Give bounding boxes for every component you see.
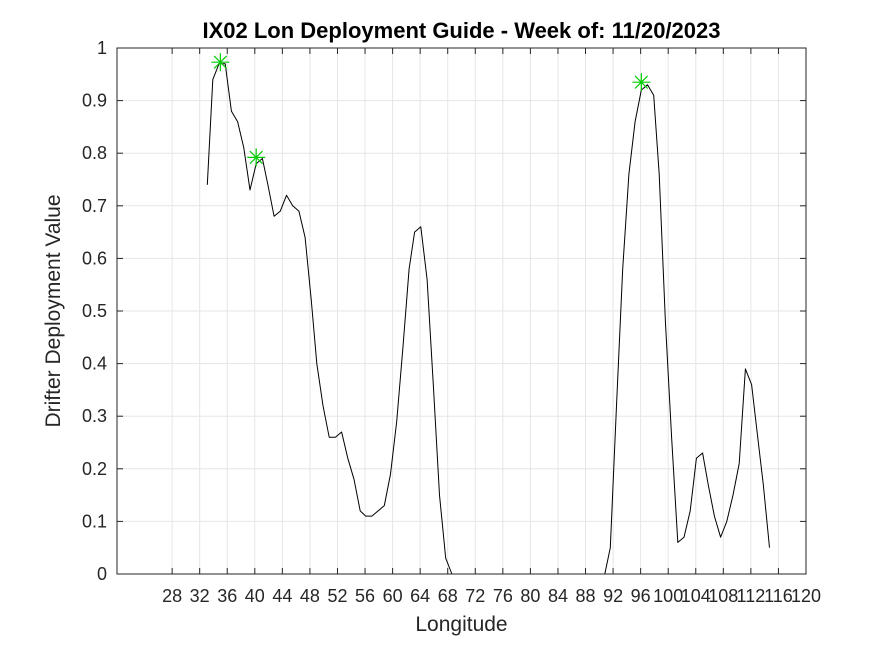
- peak-marker: [211, 53, 230, 72]
- x-tick-label: 40: [245, 586, 265, 606]
- x-tick-label: 56: [355, 586, 375, 606]
- chart-title: IX02 Lon Deployment Guide - Week of: 11/…: [203, 18, 721, 43]
- tick-layer: 28 32 36 40 44 48 52 56 60 64 68 72 76 80 84 88 92 96 1001…: [82, 38, 821, 606]
- x-tick-label: 100: [653, 586, 683, 606]
- x-tick-label: 36: [217, 586, 237, 606]
- x-axis-label: Longitude: [415, 613, 507, 636]
- y-tick-label: 0.1: [82, 511, 107, 531]
- x-tick-label: 64: [410, 586, 430, 606]
- x-tick-label: 76: [493, 586, 513, 606]
- x-tick-label: 28: [162, 586, 182, 606]
- y-tick-label: 0: [97, 564, 107, 584]
- x-tick-label: 52: [327, 586, 347, 606]
- x-tick-label: 92: [603, 586, 623, 606]
- peak-marker: [632, 73, 651, 92]
- x-tick-label: 88: [576, 586, 596, 606]
- y-tick-label: 0.6: [82, 248, 107, 268]
- x-tick-label: 32: [190, 586, 210, 606]
- y-tick-label: 0.4: [82, 354, 107, 374]
- y-tick-label: 0.5: [82, 301, 107, 321]
- x-tick-label: 96: [631, 586, 651, 606]
- x-tick-label: 44: [272, 586, 292, 606]
- y-axis-label: Drifter Deployment Value: [42, 194, 65, 427]
- y-tick-label: 1: [97, 38, 107, 58]
- x-tick-label: 48: [300, 586, 320, 606]
- y-tick-label: 0.2: [82, 459, 107, 479]
- peak-marker: [247, 148, 266, 167]
- x-tick-label: 80: [520, 586, 540, 606]
- x-tick-label: 60: [383, 586, 403, 606]
- x-tick-label: 84: [548, 586, 568, 606]
- x-tick-label: 112: [737, 586, 766, 606]
- x-tick-label: 68: [438, 586, 458, 606]
- x-tick-label: 108: [708, 586, 738, 606]
- y-tick-label: 0.9: [82, 91, 107, 111]
- y-tick-label: 0.7: [82, 196, 107, 216]
- y-tick-label: 0.3: [82, 406, 107, 426]
- y-tick-label: 0.8: [82, 143, 107, 163]
- x-tick-label: 120: [791, 586, 821, 606]
- x-tick-label: 72: [465, 586, 485, 606]
- x-tick-label: 104: [681, 586, 711, 606]
- x-tick-label: 116: [764, 586, 793, 606]
